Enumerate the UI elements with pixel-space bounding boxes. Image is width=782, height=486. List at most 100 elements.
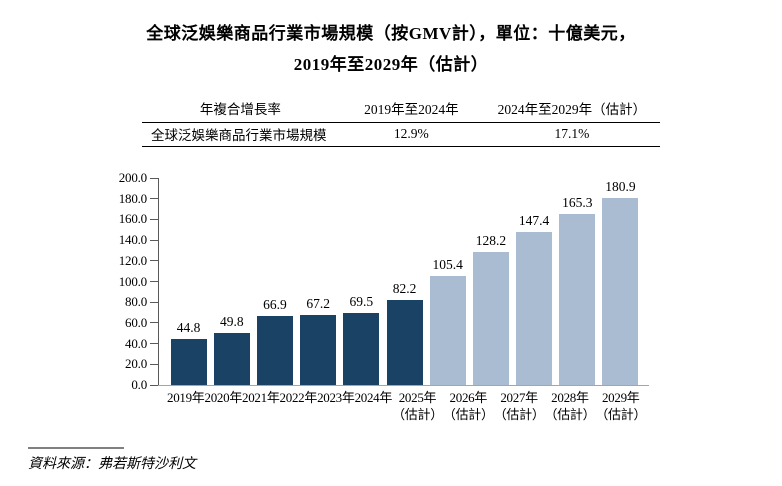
x-axis-estimate-note: （估計） [493,407,545,422]
y-tick-label: 160.0 [118,211,147,227]
bar [516,232,553,385]
bar [343,313,380,385]
bar-group: 165.3 [556,178,599,385]
y-tick-mark [150,218,158,220]
y-tick-mark [150,177,158,179]
bar [300,315,337,385]
y-tick-mark [150,343,158,345]
y-axis-line [158,178,159,386]
y-tick-label: 80.0 [125,294,147,310]
bar-group: 147.4 [513,178,556,385]
cagr-value-2024-2029: 17.1% [483,122,660,147]
bar-value-label: 67.2 [306,296,330,312]
x-axis-estimate-note: （估計） [544,407,596,422]
cagr-table-header-row: 年複合增長率 2019年至2024年 2024年至2029年（估計） [142,95,660,123]
y-tick: 100.0 [119,274,158,290]
y-tick-label: 40.0 [125,335,147,351]
y-tick-mark [150,198,158,200]
x-axis-label: 2020年 [205,389,243,423]
x-axis-estimate-note: （估計） [595,407,647,422]
y-tick-label: 0.0 [131,377,147,392]
bar-value-label: 128.2 [475,233,507,249]
y-tick: 0.0 [131,377,158,393]
y-tick: 200.0 [119,170,158,186]
y-tick-mark [150,363,158,365]
y-tick-mark [150,281,158,282]
bar-group: 82.2 [383,178,426,385]
bar-group: 69.5 [340,178,383,385]
x-axis-label: 2026年 （估計） [443,389,494,423]
x-axis-year: 2020年 [204,390,243,405]
source-note: 資料來源：弗若斯特沙利文 [28,457,196,472]
bar-value-label: 44.8 [176,319,201,335]
x-axis-year: 2022年 [279,390,318,405]
bar-group: 67.2 [297,178,340,385]
page-title-line2: 2019年至2029年（估計） [293,55,489,74]
x-axis-estimate-note: （估計） [442,407,494,422]
x-axis-label: 2024年 [355,389,393,423]
y-tick-mark [150,322,158,324]
x-axis-label: 2025年 （估計） [392,389,443,423]
y-tick: 60.0 [125,315,158,331]
y-tick-label: 60.0 [125,314,147,330]
y-tick: 140.0 [119,232,158,248]
bar [386,299,423,385]
cagr-header-metric: 年複合增長率 [142,95,339,123]
bar-group: 44.8 [167,178,210,385]
bar-group: 180.9 [599,178,642,385]
y-tick-label: 100.0 [118,273,147,289]
y-axis: 0.0 20.0 40.0 60.0 80.0 100.0 120.0 140.0 160.0 1… [0,170,158,392]
x-axis-year: 2026年 [449,390,488,405]
y-tick-mark [150,260,158,262]
source-divider [28,447,124,449]
bar-value-label: 69.5 [349,294,374,310]
bar-value-label: 105.4 [432,256,463,272]
bar [429,275,466,385]
page-title-line1: 全球泛娛樂商品行業市場規模（按GMV計），單位：十億美元， [146,24,636,43]
y-tick-label: 20.0 [125,356,147,372]
bar-value-label: 66.9 [263,296,287,312]
y-tick-label: 140.0 [118,232,147,248]
x-axis-year: 2023年 [317,390,355,405]
x-axis-label: 2027年 （估計） [494,389,545,423]
bar-value-label: 165.3 [562,194,593,210]
cagr-table-data-row: 全球泛娛樂商品行業市場規模 12.9% 17.1% [142,122,660,147]
y-tick: 180.0 [119,191,158,207]
x-axis-year: 2021年 [242,390,280,405]
plot-area: 44.8 49.8 66.9 67.2 69.5 82.2 105.4 128.2 147.4 1… [158,178,648,385]
x-axis-year: 2028年 [551,390,589,405]
x-axis-label: 2022年 [280,389,318,423]
bar-value-label: 82.2 [392,280,417,296]
y-tick: 20.0 [125,356,158,372]
y-tick-label: 180.0 [118,190,147,206]
y-tick: 40.0 [125,336,158,352]
bar-value-label: 147.4 [518,213,550,229]
x-axis-estimate-note: （估計） [392,407,443,422]
x-axis-label: 2028年 （估計） [545,389,596,423]
bar [602,197,639,385]
bar-group: 66.9 [253,178,296,385]
y-tick-mark [150,239,158,241]
bar [559,213,596,385]
bar-group: 105.4 [426,178,469,385]
cagr-row-label: 全球泛娛樂商品行業市場規模 [142,122,339,147]
cagr-header-2024-2029: 2024年至2029年（估計） [483,95,660,123]
x-axis-year: 2019年 [167,390,205,405]
cagr-header-2019-2024: 2019年至2024年 [338,95,484,123]
y-tick: 160.0 [119,211,158,227]
bar-value-label: 49.8 [219,314,244,330]
x-axis-labels: 2019年 2020年 2021年 2022年 2023年 2024年 2025年 （估計） 2… [158,389,648,423]
x-axis-line [158,385,649,386]
y-tick-label: 200.0 [118,170,147,185]
bar-group: 49.8 [210,178,253,385]
bar-group: 128.2 [469,178,512,385]
bar [170,338,207,385]
x-axis-label: 2021年 [242,389,280,423]
y-tick: 120.0 [119,253,158,269]
x-axis-year: 2027年 [500,390,538,405]
cagr-table: 年複合增長率 2019年至2024年 2024年至2029年（估計） 全球泛娛樂… [142,95,660,147]
x-axis-year: 2024年 [354,390,393,405]
x-axis-year: 2029年 [601,390,640,405]
cagr-value-2019-2024: 12.9% [338,122,484,147]
